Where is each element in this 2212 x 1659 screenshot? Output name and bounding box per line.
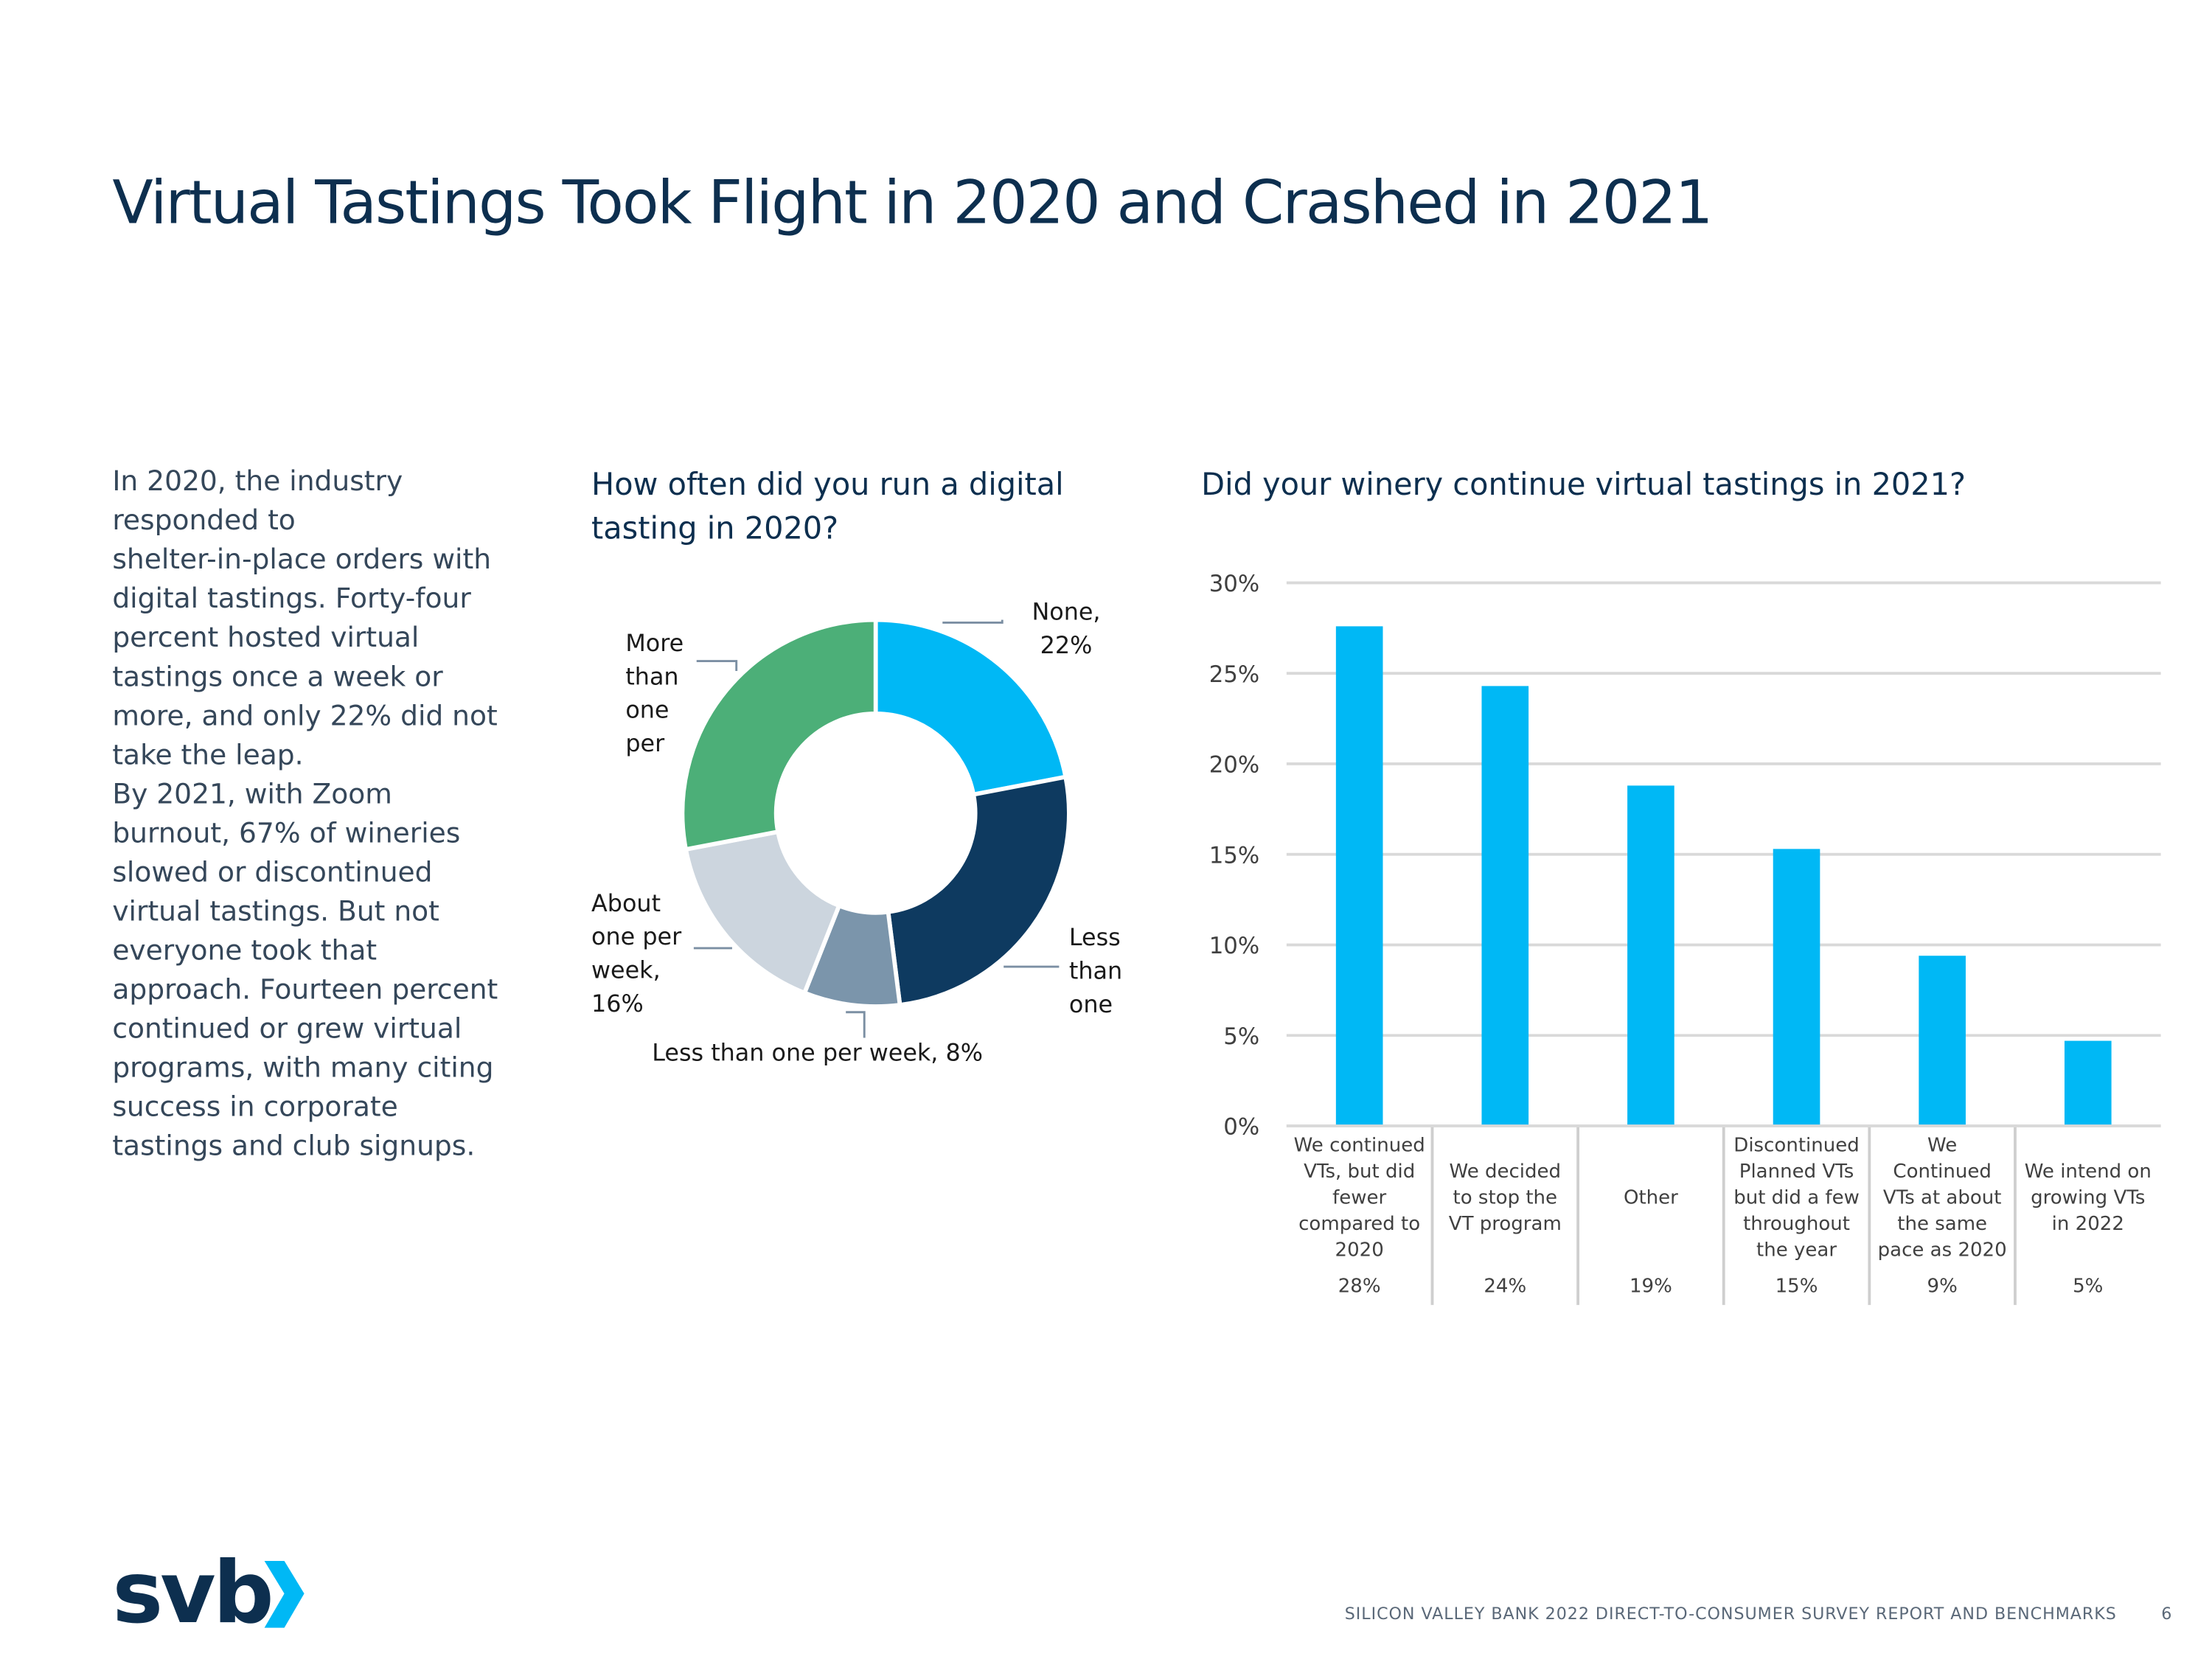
y-tick-label: 25% <box>1209 661 1260 688</box>
value-label: 19% <box>1630 1276 1672 1298</box>
y-tick-label: 10% <box>1209 933 1260 959</box>
page-number: 6 <box>2161 1604 2171 1624</box>
bar <box>1627 785 1674 1126</box>
logo: svb <box>112 1544 271 1643</box>
bar <box>1773 849 1820 1126</box>
body-paragraph: By 2021, with Zoom burnout, 67% of wineri… <box>112 777 498 1161</box>
bar <box>1919 956 1966 1126</box>
value-label: 5% <box>2073 1276 2103 1298</box>
leader-line <box>846 1011 866 1038</box>
x-tick-label: We Continued VTs at about the same pace as 2… <box>1878 1135 2007 1262</box>
body-paragraph: In 2020, the industry responded to shelter… <box>112 465 497 771</box>
value-label: 9% <box>1927 1276 1958 1298</box>
donut-label: Less than one per week, 8% <box>652 1038 983 1066</box>
value-label: 24% <box>1484 1276 1526 1298</box>
chart-title: Did your winery continue virtual tasting… <box>1201 467 1966 502</box>
donut-label: None, 22% <box>1032 598 1100 659</box>
leader-line <box>942 619 1004 624</box>
donut-label: More than one per <box>625 629 684 757</box>
x-tick-label: We continued VTs, but did fewer compared to… <box>1294 1135 1425 1262</box>
bar <box>2064 1040 2112 1126</box>
y-tick-label: 15% <box>1209 842 1260 869</box>
y-tick-label: 5% <box>1223 1023 1259 1050</box>
y-tick-label: 20% <box>1209 752 1260 779</box>
donut-segment <box>683 829 842 996</box>
donut-segment <box>873 617 1068 797</box>
donut-segment <box>680 617 878 852</box>
donut-segment <box>886 774 1071 1008</box>
y-tick-label: 0% <box>1223 1114 1259 1141</box>
leader-line <box>696 660 738 672</box>
value-label: 15% <box>1775 1276 1818 1298</box>
donut-label: Less than one <box>1069 923 1122 1018</box>
slide-title: Virtual Tastings Took Flight in 2020 and… <box>112 169 1711 238</box>
bar <box>1335 626 1383 1126</box>
donut-label: About one per week, 16% <box>591 889 682 1018</box>
x-tick-label: We decided to stop the VT program <box>1449 1161 1562 1235</box>
footer-text: SILICON VALLEY BANK 2022 DIRECT-TO-CONSU… <box>1345 1604 2117 1624</box>
x-tick-label: Discontinued Planned VTs but did a few thro… <box>1733 1135 1860 1262</box>
logo-chevron <box>264 1560 305 1628</box>
chart-title: How often did you run a digital tasting i… <box>591 467 1064 546</box>
y-tick-label: 30% <box>1209 571 1260 597</box>
x-tick-label: Other <box>1624 1187 1678 1209</box>
value-label: 28% <box>1338 1276 1381 1298</box>
x-tick-label: We intend on growing VTs in 2022 <box>2025 1161 2152 1235</box>
bar <box>1481 686 1529 1126</box>
